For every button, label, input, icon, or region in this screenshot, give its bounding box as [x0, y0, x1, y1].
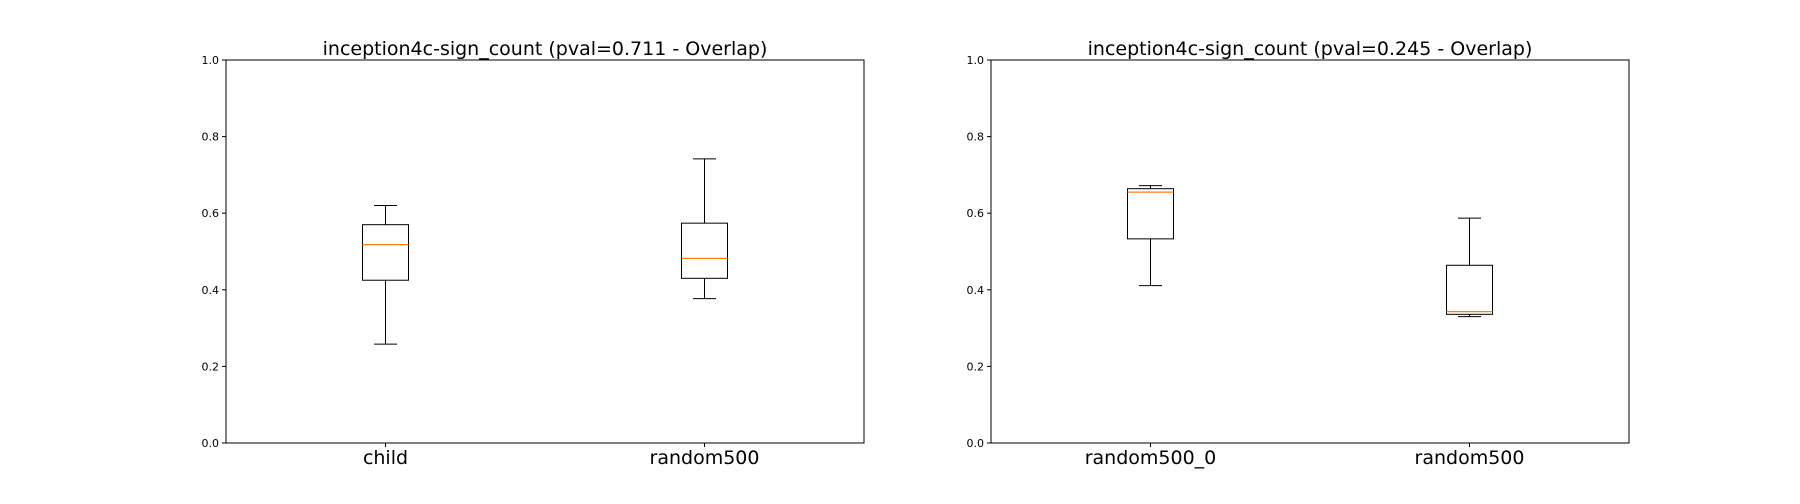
x-tick-label: random500	[1415, 447, 1525, 469]
y-tick-label: 0.0	[967, 437, 985, 450]
y-tick-label: 0.4	[202, 284, 220, 297]
y-tick-label: 0.6	[202, 207, 220, 220]
chart-title: inception4c-sign_count (pval=0.711 - Ove…	[323, 38, 768, 60]
box	[1127, 188, 1174, 240]
y-tick-label: 0.8	[967, 131, 985, 144]
plot-area	[990, 59, 1630, 444]
y-tick-label: 1.0	[202, 54, 220, 67]
x-tick-label: child	[363, 447, 408, 469]
chart-title: inception4c-sign_count (pval=0.245 - Ove…	[1088, 38, 1533, 60]
y-tick-label: 0.2	[202, 360, 220, 373]
box	[681, 222, 728, 279]
x-tick-label: random500_0	[1085, 447, 1217, 469]
boxplot-panel-left: inception4c-sign_count (pval=0.711 - Ove…	[202, 38, 865, 469]
box	[1446, 264, 1493, 315]
box	[362, 224, 409, 281]
boxplot-panel-right: inception4c-sign_count (pval=0.245 - Ove…	[967, 38, 1630, 469]
y-tick-label: 0.6	[967, 207, 985, 220]
y-tick-label: 0.8	[202, 131, 220, 144]
y-tick-label: 1.0	[967, 54, 985, 67]
y-tick-label: 0.0	[202, 437, 220, 450]
plot-area	[225, 59, 865, 444]
y-tick-label: 0.2	[967, 360, 985, 373]
x-tick-label: random500	[650, 447, 760, 469]
y-tick-label: 0.4	[967, 284, 985, 297]
